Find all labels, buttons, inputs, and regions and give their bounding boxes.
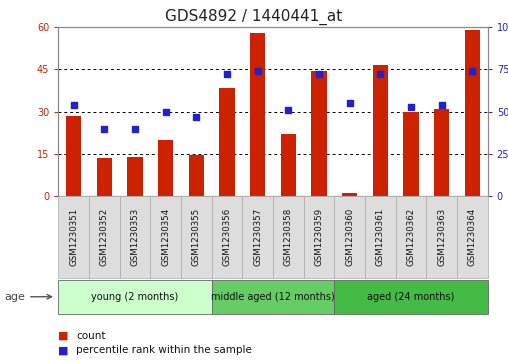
Text: GSM1230361: GSM1230361 (376, 208, 385, 266)
Bar (250, 33, 265, 196)
Text: age: age (4, 292, 25, 302)
Text: GDS4892 / 1440441_at: GDS4892 / 1440441_at (166, 9, 342, 25)
Point (345, 100, 354, 106)
Point (315, 72, 323, 77)
Text: GSM1230351: GSM1230351 (69, 208, 78, 266)
Bar (342, 193, 357, 196)
Point (162, 109, 170, 114)
Bar (373, 65, 388, 196)
Point (70, 102, 78, 108)
Bar (219, 88, 235, 196)
Bar (465, 30, 480, 196)
Point (131, 126, 139, 131)
Text: GSM1230364: GSM1230364 (468, 208, 477, 266)
Bar (311, 71, 327, 196)
Text: count: count (76, 331, 106, 341)
Bar (434, 109, 450, 196)
Point (468, 68, 477, 74)
Text: percentile rank within the sample: percentile rank within the sample (76, 345, 252, 355)
Text: GSM1230359: GSM1230359 (314, 208, 324, 266)
Point (193, 114, 201, 119)
Bar (189, 155, 204, 196)
Text: ■: ■ (58, 331, 69, 341)
Text: middle aged (12 months): middle aged (12 months) (211, 292, 335, 302)
Point (437, 102, 446, 108)
Text: GSM1230357: GSM1230357 (253, 208, 262, 266)
Bar (66, 116, 81, 196)
Bar (281, 134, 296, 196)
Point (376, 72, 385, 77)
Bar (97, 158, 112, 196)
Bar (158, 140, 173, 196)
Point (223, 72, 231, 77)
Point (101, 126, 109, 131)
Text: GSM1230355: GSM1230355 (192, 208, 201, 266)
Text: GSM1230354: GSM1230354 (161, 208, 170, 266)
Text: GSM1230363: GSM1230363 (437, 208, 446, 266)
Point (407, 104, 415, 110)
Bar (128, 156, 143, 196)
Bar (403, 111, 419, 196)
Point (253, 68, 262, 74)
Text: GSM1230358: GSM1230358 (284, 208, 293, 266)
Text: GSM1230362: GSM1230362 (406, 208, 416, 266)
Text: GSM1230352: GSM1230352 (100, 208, 109, 266)
Text: GSM1230360: GSM1230360 (345, 208, 354, 266)
Point (284, 107, 293, 113)
Text: aged (24 months): aged (24 months) (367, 292, 455, 302)
Text: ■: ■ (58, 345, 69, 355)
Text: GSM1230353: GSM1230353 (131, 208, 140, 266)
Text: young (2 months): young (2 months) (91, 292, 179, 302)
Text: GSM1230356: GSM1230356 (223, 208, 232, 266)
